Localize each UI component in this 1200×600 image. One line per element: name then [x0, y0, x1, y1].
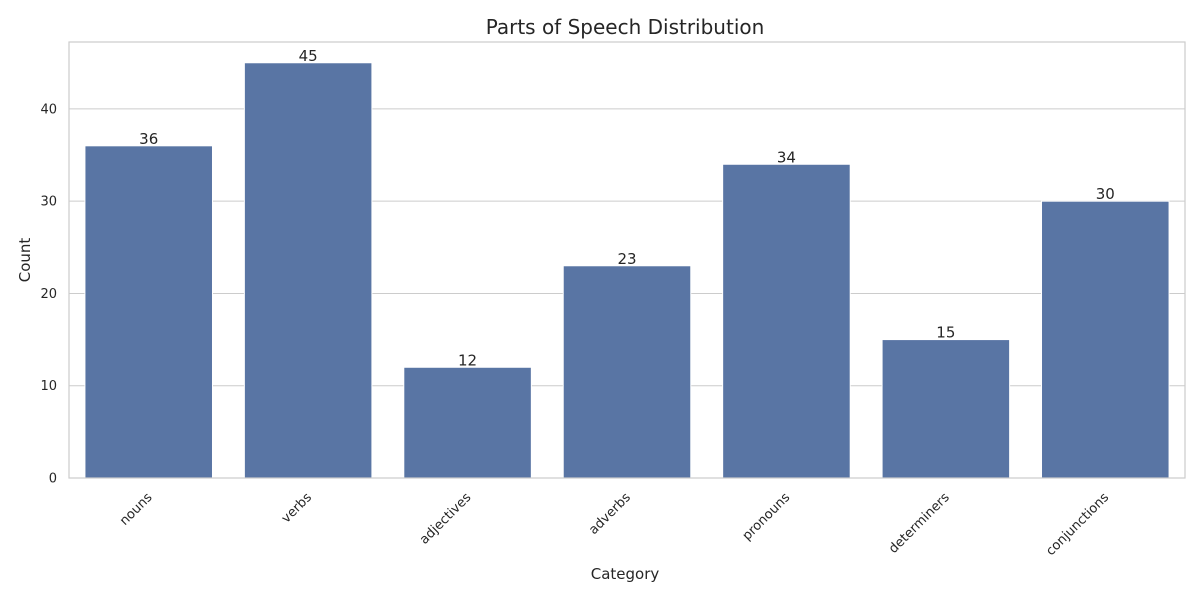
data-label-adverbs: 23 — [617, 250, 636, 268]
y-tick-label: 30 — [40, 195, 57, 210]
data-label-adjectives: 12 — [458, 351, 477, 369]
y-tick-label: 0 — [49, 472, 57, 487]
y-tick-label: 10 — [40, 379, 57, 394]
bar-adjectives — [403, 366, 532, 479]
x-tick-label-determiners: determiners — [886, 490, 953, 557]
bar-verbs — [243, 62, 373, 479]
y-tick-label: 40 — [40, 102, 57, 117]
x-tick-label-nouns: nouns — [117, 490, 156, 529]
y-tick-label: 20 — [40, 287, 57, 302]
x-tick-labels: nouns verbs adjectives adverbs pronouns deter… — [117, 490, 1112, 559]
data-label-pronouns: 34 — [777, 148, 796, 166]
x-tick-label-adjectives: adjectives — [417, 490, 475, 548]
chart-title: Parts of Speech Distribution — [486, 15, 765, 39]
x-tick-label-adverbs: adverbs — [586, 490, 634, 538]
bar-adverbs — [562, 265, 692, 479]
x-tick-label-pronouns: pronouns — [740, 490, 794, 544]
x-tick-label-verbs: verbs — [279, 490, 315, 526]
data-labels: 36 45 12 23 34 15 30 — [139, 47, 1115, 370]
data-label-verbs: 45 — [299, 47, 318, 65]
data-label-determiners: 15 — [936, 324, 955, 342]
data-label-nouns: 36 — [139, 130, 158, 148]
x-tick-label-conjunctions: conjunctions — [1043, 490, 1112, 559]
y-tick-labels: 0 10 20 30 40 — [40, 102, 57, 486]
bar-determiners — [881, 339, 1011, 479]
bars — [84, 62, 1170, 479]
bar-conjunctions — [1041, 200, 1170, 479]
data-label-conjunctions: 30 — [1096, 185, 1115, 203]
y-axis-label: Count — [16, 238, 34, 283]
bar-nouns — [84, 145, 213, 479]
plot-frame — [68, 41, 1186, 479]
bar-pronouns — [722, 163, 851, 479]
x-axis-label: Category — [591, 565, 660, 583]
